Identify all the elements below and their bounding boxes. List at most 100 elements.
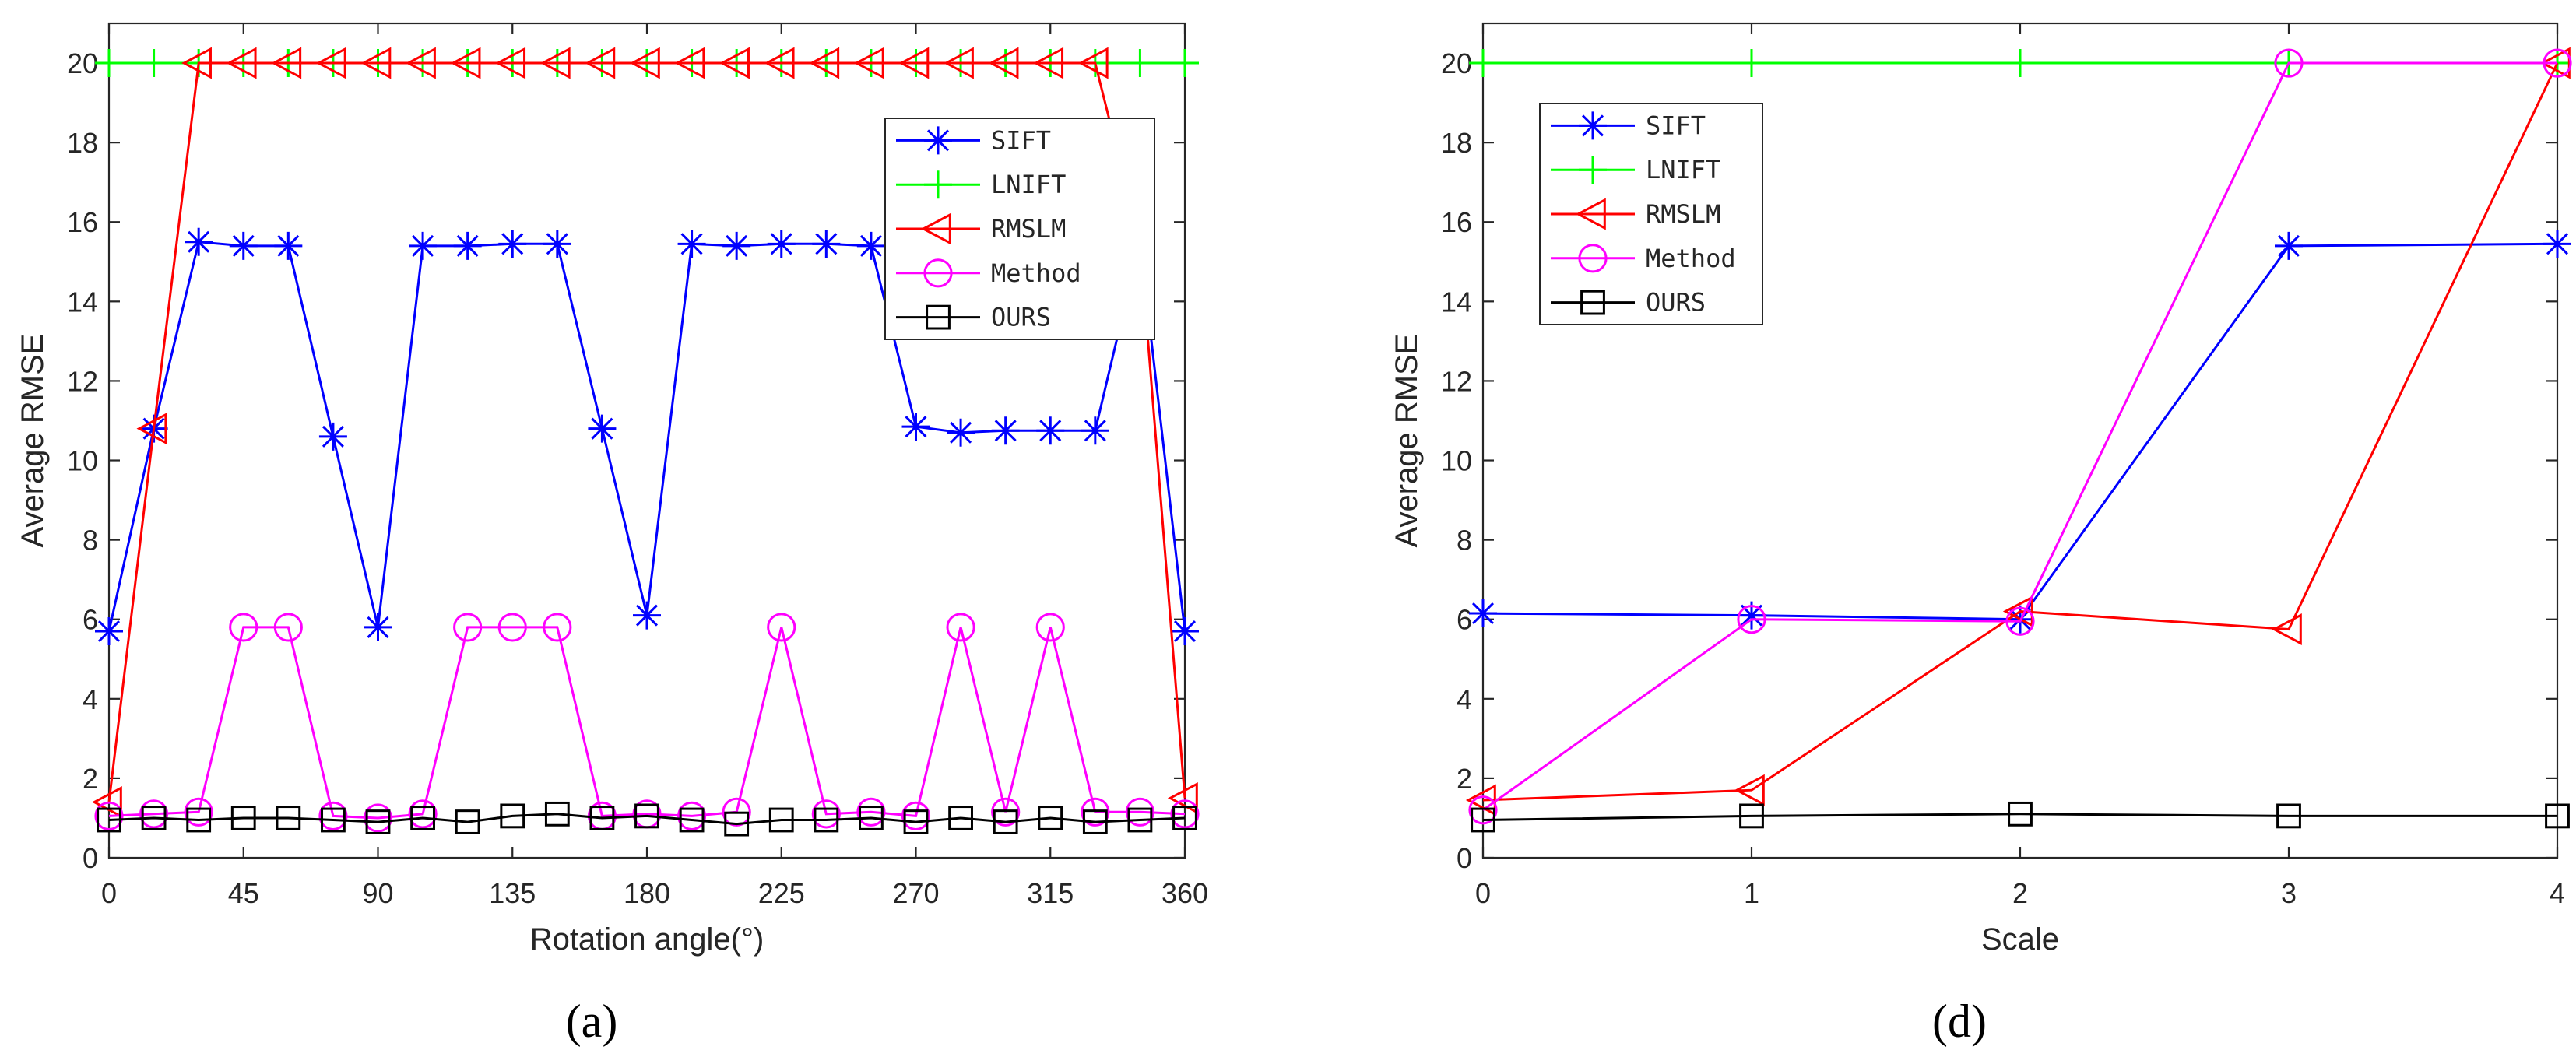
data-point-rmslm (271, 47, 302, 79)
data-point-ours (141, 806, 167, 830)
data-point-rmslm (629, 47, 660, 79)
data-point-rmslm (719, 47, 750, 79)
data-point-rmslm (450, 47, 481, 79)
series-line-ours (1482, 813, 2557, 821)
y-tick-label: 8 (1457, 525, 1472, 557)
data-point-sift (991, 416, 1020, 445)
x-tick-label: 90 (362, 877, 393, 909)
legend-label: OURS (991, 303, 1051, 332)
data-point-rmslm (809, 47, 840, 79)
data-point-rmslm (674, 47, 705, 79)
y-tick-label: 18 (67, 127, 98, 159)
y-tick-label: 10 (67, 445, 98, 477)
data-point-method (543, 613, 572, 642)
data-point-method (1170, 799, 1200, 829)
data-point-rmslm (136, 413, 167, 445)
x-tick-label: 0 (101, 877, 117, 909)
y-tick-label: 10 (1441, 445, 1472, 477)
data-point-sift (677, 230, 706, 258)
x-tick-label: 4 (2550, 877, 2565, 909)
data-point-rmslm (2002, 595, 2033, 627)
data-point-sift (2275, 231, 2303, 260)
series-sift (95, 227, 1199, 646)
data-point-sift (901, 413, 930, 441)
data-point-ours (903, 809, 929, 834)
y-tick-label: 6 (1457, 604, 1472, 636)
data-point-ours (544, 801, 570, 827)
series-ours (1471, 801, 2570, 833)
data-point-method (991, 797, 1021, 827)
series-line-method (108, 626, 1186, 820)
y-tick-label: 18 (1441, 127, 1472, 159)
data-point-sift (947, 418, 975, 447)
data-point-rmslm (1167, 781, 1198, 814)
legend-marker (923, 258, 953, 288)
data-point-rmslm (360, 47, 392, 79)
legend-label: LNIFT (1646, 155, 1720, 184)
data-point-method (2274, 48, 2304, 78)
data-point-lnift (2006, 49, 2034, 78)
data-point-rmslm (1033, 47, 1064, 79)
data-point-method (722, 797, 751, 827)
series-line-ours (108, 813, 1186, 826)
series-rmslm (1465, 47, 2571, 816)
data-point-ours (948, 806, 973, 830)
data-point-sift (767, 230, 796, 258)
x-tick-label: 270 (892, 877, 939, 909)
x-tick-label: 45 (228, 877, 259, 909)
legend-marker (1578, 244, 1608, 273)
y-tick-label: 20 (1441, 47, 1472, 79)
data-point-rmslm (2271, 613, 2302, 645)
legend-label: RMSLM (991, 214, 1066, 244)
y-tick-label: 2 (83, 763, 98, 795)
data-point-sift (453, 231, 482, 260)
series-method (1468, 48, 2572, 825)
series-line-rmslm (107, 61, 1186, 802)
data-point-sift (498, 230, 527, 258)
data-point-rmslm (943, 47, 974, 79)
data-point-ours (1127, 807, 1153, 833)
x-tick-label: 225 (758, 877, 805, 909)
data-point-ours (410, 806, 435, 830)
data-point-method (273, 613, 303, 642)
data-point-ours (321, 807, 346, 833)
legend-marker (1579, 156, 1607, 184)
data-point-rmslm (988, 47, 1019, 79)
data-point-ours (768, 807, 794, 833)
series-method (94, 613, 1200, 833)
data-point-method (1081, 797, 1110, 827)
data-point-sift (633, 601, 661, 630)
data-point-ours (186, 807, 212, 833)
data-point-method (811, 799, 841, 829)
data-point-sift (364, 613, 392, 641)
data-point-sift (185, 227, 213, 256)
data-point-method (2543, 48, 2572, 78)
data-point-ours (2008, 801, 2033, 827)
legend-marker (1575, 198, 1606, 230)
data-point-rmslm (764, 47, 795, 79)
data-point-ours (724, 811, 750, 837)
data-point-method (363, 803, 393, 833)
data-point-lnift (1171, 49, 1199, 78)
legend-marker (1580, 290, 1605, 315)
data-point-ours (993, 809, 1018, 834)
y-tick-label: 8 (83, 525, 98, 557)
y-tick-label: 12 (1441, 365, 1472, 397)
legend: SIFT LNIFT RMSLM Method OURS (1539, 103, 1763, 325)
data-point-ours (1038, 806, 1063, 830)
y-tick-label: 16 (1441, 206, 1472, 238)
x-tick-label: 135 (489, 877, 536, 909)
data-point-lnift (1469, 49, 1497, 78)
y-axis-title: Average RMSE (1390, 334, 1424, 548)
y-tick-label: 2 (1457, 763, 1472, 795)
data-point-sift (543, 230, 571, 258)
data-point-sift (722, 231, 751, 260)
data-point-method (1468, 795, 1498, 825)
x-axis-title: Rotation angle(°) (530, 922, 764, 957)
legend-label: SIFT (991, 125, 1051, 155)
series-line-rmslm (1482, 62, 2559, 802)
data-point-ours (365, 809, 391, 834)
data-point-method (767, 613, 796, 642)
y-tick-label: 4 (1457, 683, 1472, 715)
data-point-ours (859, 806, 884, 830)
